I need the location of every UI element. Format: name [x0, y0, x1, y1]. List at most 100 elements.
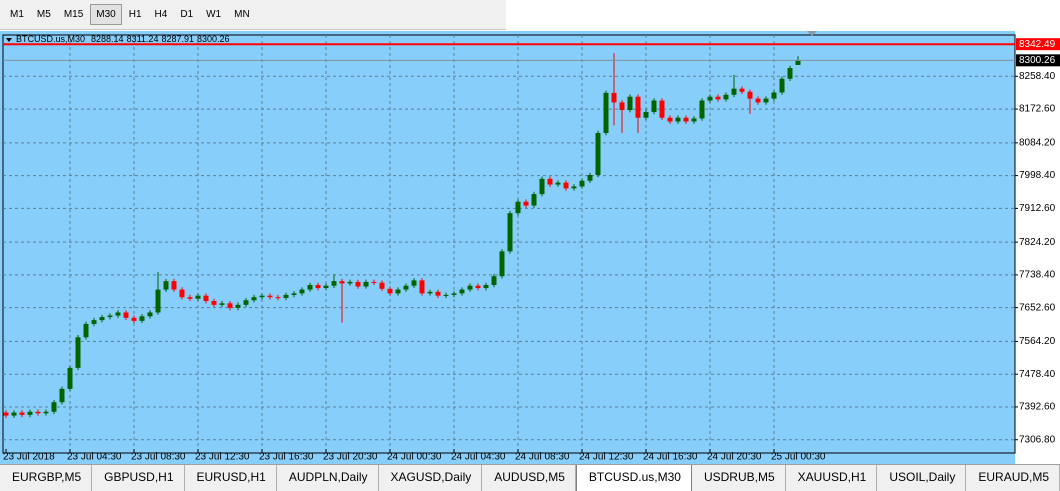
candle-body [83, 323, 89, 338]
chart-tab[interactable]: GBPUSD,H1 [92, 465, 185, 491]
chart-tab[interactable]: BTCUSD.us,M30 [575, 465, 692, 491]
header-value: BTCUSD.us,M30 [16, 34, 85, 44]
candle-body [171, 281, 177, 290]
candle-body [163, 281, 169, 290]
timeframe-button[interactable]: H4 [154, 9, 168, 20]
candle-body [475, 285, 481, 289]
x-tick-label: 23 Jul 04:30 [67, 452, 122, 463]
chart-tabs: EURGBP,M5 GBPUSD,H1 EURUSD,H1 AUDPLN,Daily X… [0, 464, 1060, 491]
candle-body [307, 284, 313, 290]
candle-body [723, 94, 729, 100]
shift-marker [807, 31, 817, 36]
y-tick-label: 7652.60 [1019, 302, 1056, 313]
header-arrow [6, 38, 12, 42]
timeframe-button[interactable]: H1 [128, 9, 142, 20]
candle-body [211, 301, 217, 305]
candle-body [659, 100, 665, 118]
timeframe-button[interactable]: M1 [10, 9, 24, 20]
x-tick-label: 23 Jul 16:30 [259, 452, 314, 463]
candle-body [635, 96, 641, 118]
candle-body [395, 289, 401, 294]
y-tick-label: 7564.20 [1019, 336, 1056, 347]
candle-body [563, 182, 569, 189]
candle-body [779, 78, 785, 93]
candle-body [51, 402, 57, 412]
candle-body [643, 111, 649, 118]
timeframe-button[interactable]: M5 [36, 9, 51, 20]
y-tick-label: 8084.20 [1019, 137, 1056, 148]
chart-tab[interactable]: USDRUB,M5 [692, 465, 786, 491]
candle-body [187, 297, 193, 299]
candle-body [467, 285, 473, 290]
candle-body [483, 284, 489, 289]
candle-body [43, 411, 49, 414]
candle-body [491, 276, 497, 285]
timeframe-toolbar: M1 M5 M15 M30 H1 H4 D1 W1 MN [0, 0, 506, 30]
chart-tab[interactable]: EURGBP,M5 [0, 465, 93, 491]
candle-body [675, 117, 681, 122]
candle-body [371, 281, 377, 283]
x-tick-label: 24 Jul 00:30 [387, 452, 442, 463]
candle-body [667, 117, 673, 122]
chart-tab[interactable]: EURAUD,M5 [966, 465, 1060, 491]
candle-body [523, 201, 529, 206]
candle-body [355, 281, 361, 287]
candle-body [139, 316, 145, 321]
candle-body [763, 98, 769, 103]
chart-tab[interactable]: AUDPLN,Daily [277, 465, 379, 491]
candle-body [539, 178, 545, 195]
candle-body [411, 280, 417, 286]
candle-body [19, 412, 25, 415]
candle-body [219, 303, 225, 305]
y-tick-label: 7998.40 [1019, 170, 1056, 181]
x-tick-label: 24 Jul 12:30 [579, 452, 634, 463]
candle-body [203, 295, 209, 302]
candle-body [579, 180, 585, 187]
candle-body [531, 194, 537, 206]
candle-body [651, 100, 657, 112]
chart-tab[interactable]: XAUUSD,H1 [786, 465, 878, 491]
candle-body [227, 303, 233, 308]
candle-body [771, 92, 777, 99]
ask-label: 8342.49 [1019, 39, 1056, 50]
candle-body [235, 304, 241, 308]
x-tick-label: 24 Jul 04:30 [451, 452, 506, 463]
candle-body [507, 213, 513, 252]
candle-body [387, 288, 393, 294]
candle-body [603, 92, 609, 133]
chart-tab[interactable]: EURUSD,H1 [185, 465, 277, 491]
candle-body [707, 96, 713, 101]
timeframe-button[interactable]: D1 [180, 9, 194, 20]
timeframe-button[interactable]: MN [234, 9, 250, 20]
timeframe-button[interactable]: M15 [63, 9, 84, 20]
candle-body [283, 294, 289, 298]
chart-tab[interactable]: USOIL,Daily [877, 465, 967, 491]
x-tick-label: 23 Jul 2018 [3, 452, 55, 463]
bid-label: 8300.26 [1019, 55, 1056, 66]
chart-tab[interactable]: AUDUSD,M5 [482, 465, 576, 491]
candle-body [147, 312, 153, 317]
candle-body [59, 388, 65, 403]
candle-body [195, 295, 201, 299]
price-axis-area [1015, 31, 1060, 464]
candle-body [107, 315, 113, 318]
y-tick-label: 8258.40 [1019, 71, 1056, 82]
candle-body [347, 281, 353, 284]
timeframe-button[interactable]: W1 [206, 9, 222, 20]
candle-body [715, 96, 721, 100]
plot-frame [2, 34, 1016, 454]
y-tick-label: 7738.40 [1019, 270, 1056, 281]
timeframe-button[interactable]: M30 [90, 4, 122, 25]
candle-body [267, 295, 273, 298]
candle-body [611, 92, 617, 103]
candle-body [459, 289, 465, 294]
candle-body [499, 251, 505, 277]
candle-body [299, 289, 305, 294]
candle-body [251, 297, 257, 301]
candle-body [587, 174, 593, 181]
candle-body [291, 293, 297, 295]
y-tick-label: 7824.20 [1019, 237, 1056, 248]
candle-body [363, 281, 369, 287]
x-tick-label: 23 Jul 08:30 [131, 452, 186, 463]
chart-tab[interactable]: XAGUSD,Daily [379, 465, 483, 491]
